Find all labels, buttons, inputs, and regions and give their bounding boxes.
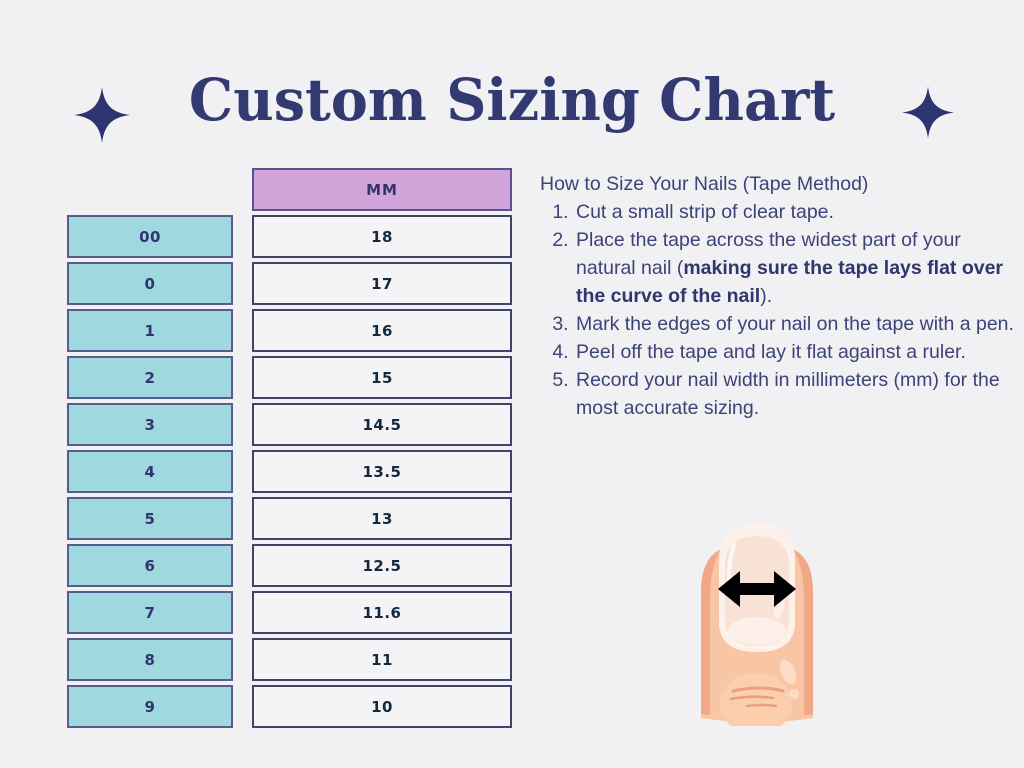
mm-value-cell: 15 xyxy=(252,356,512,399)
mm-value-cell: 17 xyxy=(252,262,512,305)
step-text: Mark the edges of your nail on the tape … xyxy=(576,313,1014,335)
mm-value-cell: 13.5 xyxy=(252,450,512,493)
size-cell: 00 xyxy=(67,215,233,258)
step-text: ). xyxy=(760,285,773,307)
mm-value-cell: 13 xyxy=(252,497,512,540)
step-text: Cut a small strip of clear tape. xyxy=(576,201,834,223)
knuckle-crease xyxy=(745,703,778,708)
size-cell: 2 xyxy=(67,356,233,399)
knuckle-crease xyxy=(729,695,775,701)
finger-shade-left xyxy=(701,550,720,715)
instruction-step-2: Place the tape across the widest part of… xyxy=(574,226,1018,310)
size-cell: 8 xyxy=(67,638,233,681)
mm-value-cell: 11.6 xyxy=(252,591,512,634)
sparkle-icon xyxy=(74,87,130,143)
size-cell: 3 xyxy=(67,403,233,446)
step-text: Place the tape across the widest part of… xyxy=(576,229,961,279)
knuckle-bump xyxy=(720,673,792,726)
mm-value-cell: 10 xyxy=(252,685,512,728)
step-text-bold: making sure the tape lays flat over the … xyxy=(576,257,1004,307)
mm-value-cell: 11 xyxy=(252,638,512,681)
mm-value-cell: 16 xyxy=(252,309,512,352)
step-text: Record your nail width in millimeters (m… xyxy=(576,369,1000,419)
instructions-list: Cut a small strip of clear tape. Place t… xyxy=(540,198,1018,422)
size-cell: 5 xyxy=(67,497,233,540)
size-cell: 4 xyxy=(67,450,233,493)
instruction-step-3: Mark the edges of your nail on the tape … xyxy=(574,310,1018,338)
mm-value-cell: 14.5 xyxy=(252,403,512,446)
size-cell: 1 xyxy=(67,309,233,352)
instruction-step-4: Peel off the tape and lay it flat agains… xyxy=(574,338,1018,366)
instruction-step-5: Record your nail width in millimeters (m… xyxy=(574,366,1018,422)
sparkle-icon xyxy=(902,86,954,139)
size-cell: 0 xyxy=(67,262,233,305)
mm-column: MM 18 17 16 15 14.5 13.5 13 12.5 11.6 11… xyxy=(252,168,512,732)
size-cell: 6 xyxy=(67,544,233,587)
mm-column-header: MM xyxy=(252,168,512,211)
size-cell: 9 xyxy=(67,685,233,728)
double-arrow-icon xyxy=(718,571,796,607)
finger-highlight xyxy=(779,659,797,685)
knuckle-crease xyxy=(731,686,785,693)
size-column: 00 0 1 2 3 4 5 6 7 8 9 xyxy=(67,215,233,732)
instructions-panel: How to Size Your Nails (Tape Method) Cut… xyxy=(540,170,1018,422)
nail-crescent xyxy=(728,617,786,645)
fingernail-illustration xyxy=(701,524,813,726)
step-text: Peel off the tape and lay it flat agains… xyxy=(576,341,966,363)
mm-value-cell: 18 xyxy=(252,215,512,258)
finger-shade-right xyxy=(794,550,813,715)
mm-value-cell: 12.5 xyxy=(252,544,512,587)
page-title: Custom Sizing Chart xyxy=(188,66,836,134)
finger-highlight xyxy=(789,689,799,699)
size-cell: 7 xyxy=(67,591,233,634)
instructions-heading: How to Size Your Nails (Tape Method) xyxy=(540,173,869,195)
instruction-step-1: Cut a small strip of clear tape. xyxy=(574,198,1018,226)
